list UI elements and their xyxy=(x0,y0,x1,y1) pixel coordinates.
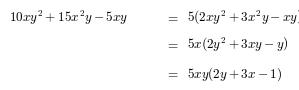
Text: $5x\left(2y^2 + 3xy - y\right)$: $5x\left(2y^2 + 3xy - y\right)$ xyxy=(187,36,289,54)
Text: $5\left(2xy^2 + 3x^2y - xy\right)$: $5\left(2xy^2 + 3x^2y - xy\right)$ xyxy=(187,9,299,27)
Text: $=$: $=$ xyxy=(165,67,179,80)
Text: $=$: $=$ xyxy=(165,39,179,51)
Text: $5xy(2y + 3x - 1)$: $5xy(2y + 3x - 1)$ xyxy=(187,65,282,83)
Text: $=$: $=$ xyxy=(165,12,179,24)
Text: $10xy^2 + 15x^2y - 5xy$: $10xy^2 + 15x^2y - 5xy$ xyxy=(9,9,128,27)
